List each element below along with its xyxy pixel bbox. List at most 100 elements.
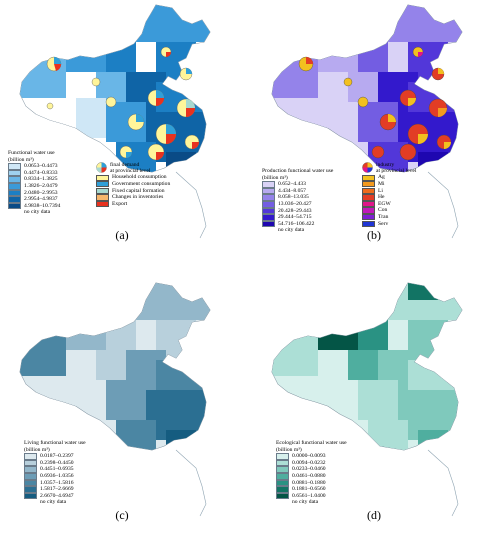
legend-label: 0.6561–1.0400 [292, 492, 326, 499]
legend-label: 0.0187–0.2397 [40, 453, 74, 460]
legend-class-row: 1.5817–2.6669 [24, 486, 86, 493]
legend-label: 0.652–4.433 [278, 181, 306, 188]
legend-a-rows: 0.0653–0.4473 0.4474–0.8333 0.8334–1.3825 1… [8, 163, 60, 216]
map-b [271, 4, 463, 239]
legend-label: no city data [292, 499, 319, 506]
legend-swatch [362, 174, 375, 181]
legend-swatch [24, 486, 37, 493]
legend-swatch [24, 453, 37, 460]
legend-class-row: no city data [262, 227, 333, 234]
pie-legend-b-head: industry at provincial level [362, 162, 416, 174]
pie-legend-row: Mi [362, 181, 416, 188]
pie-legend-b-title-line2: at provincial level [376, 168, 417, 175]
legend-label: Con [378, 207, 388, 214]
legend-class-row: 2.9954–4.9837 [8, 196, 60, 203]
legend-swatch [362, 200, 375, 208]
legend-label: 13.036–20.427 [278, 200, 312, 207]
legend-class-row: 0.8334–1.3825 [8, 176, 60, 183]
pie-legend-row: Government consumption [96, 181, 170, 188]
legend-swatch [8, 189, 21, 197]
legend-label: 0.0461–0.0880 [292, 472, 326, 479]
legend-c-rows: 0.0187–0.2397 0.2398–0.4450 0.4451–0.6935 0… [24, 453, 86, 506]
legend-class-row: 0.0233–0.0460 [276, 466, 347, 473]
legend-label: 0.2398–0.4450 [40, 459, 74, 466]
legend-swatch [362, 194, 375, 201]
panel-c: Living functional water use (billion m³)… [6, 280, 238, 526]
legend-label: Export [112, 200, 128, 207]
legend-swatch [96, 200, 109, 208]
legend-class-row: 2.6670–4.6947 [24, 492, 86, 500]
legend-swatch [8, 163, 21, 170]
legend-swatch [276, 472, 289, 480]
legend-class-row: 2.0480–2.9953 [8, 189, 60, 197]
pie-legend-row: Con [362, 207, 416, 214]
legend-swatch [8, 176, 21, 183]
legend-d-rows: 0.0000–0.0093 0.0094–0.0232 0.0233–0.0460 0… [276, 453, 347, 506]
legend-class-row: 0.0094–0.0232 [276, 459, 347, 467]
legend-swatch [262, 187, 275, 195]
legend-label: 0.0653–0.4473 [24, 163, 58, 170]
legend-swatch [96, 181, 109, 188]
legend-label: 0.8334–1.3825 [24, 176, 58, 183]
legend-a: Functional water use (billion m³) 0.0653… [8, 150, 60, 216]
legend-a-title-line2: (billion m³) [8, 156, 34, 163]
pie-legend-row: Export [96, 201, 170, 208]
map-c [19, 282, 211, 517]
pie-legend-row: Serv [362, 221, 416, 228]
pie-legend-row: Li [362, 188, 416, 195]
legend-class-row: 8.058–13.035 [262, 194, 333, 201]
legend-swatch [276, 499, 289, 506]
panel-b: Production functional water use (billion… [258, 2, 490, 248]
legend-label: 4.434–8.057 [278, 187, 306, 194]
pie-legend-a-title-line1: final demand [110, 162, 140, 168]
legend-c: Living functional water use (billion m³)… [24, 440, 86, 506]
legend-class-row: no city data [24, 499, 86, 506]
legend-c-title-line2: (billion m³) [24, 446, 50, 453]
legend-label: Fixed capital formation [112, 187, 165, 194]
legend-swatch [96, 194, 109, 201]
legend-label: He [378, 194, 385, 201]
caption-c: (c) [115, 508, 129, 522]
legend-label: 0.0000–0.0093 [292, 453, 326, 460]
legend-class-row: 0.4451–0.6935 [24, 466, 86, 473]
panel-a: Functional water use (billion m³) 0.0653… [6, 2, 238, 248]
legend-class-row: 0.0881–0.1880 [276, 479, 347, 487]
legend-label: 0.0881–0.1880 [292, 479, 326, 486]
legend-swatch [262, 181, 275, 188]
legend-class-row: 4.434–8.057 [262, 187, 333, 195]
caption-b: (b) [367, 228, 381, 242]
caption-d: (d) [367, 508, 381, 522]
legend-label: 0.1881–0.6560 [292, 486, 326, 493]
legend-class-row: 0.2398–0.4450 [24, 459, 86, 467]
legend-label: Li [378, 187, 383, 194]
legend-label: 2.6670–4.6947 [40, 492, 74, 499]
legend-class-row: 0.652–4.433 [262, 181, 333, 188]
pie-legend-row: Tran [362, 214, 416, 221]
pie-legend-b-title-line1: industry [376, 162, 395, 168]
legend-label: Ag [378, 174, 385, 181]
legend-label: 2.9954–4.9837 [24, 196, 58, 203]
legend-label: Changes in inventories [112, 194, 164, 201]
legend-class-row: 1.0357–1.5816 [24, 479, 86, 487]
legend-swatch [262, 227, 275, 234]
pie-legend-a: final demand at provincial level Househo… [96, 162, 170, 208]
legend-class-row: 1.3826–2.0479 [8, 182, 60, 190]
legend-label: 54.716–106.422 [278, 220, 315, 227]
pie-symbol-icon [362, 162, 373, 173]
pie-legend-row: Household consumption [96, 174, 170, 181]
legend-swatch [8, 202, 21, 210]
legend-label: 2.0480–2.9953 [24, 189, 58, 196]
pie-legend-row: He [362, 194, 416, 201]
legend-swatch [262, 207, 275, 215]
legend-class-row: 0.0187–0.2397 [24, 453, 86, 460]
legend-class-row: 0.6936–1.0356 [24, 472, 86, 480]
legend-swatch [262, 220, 275, 228]
legend-swatch [262, 214, 275, 221]
legend-class-row: 0.0461–0.0880 [276, 472, 347, 480]
legend-label: 20.428–29.443 [278, 207, 312, 214]
legend-class-row: 0.6561–1.0400 [276, 492, 347, 500]
legend-swatch [362, 214, 375, 221]
legend-class-row: 54.716–106.422 [262, 220, 333, 228]
pie-legend-b: industry at provincial level Ag Mi Li He EGW… [362, 162, 416, 228]
legend-d: Ecological functional water use (billion… [276, 440, 347, 506]
